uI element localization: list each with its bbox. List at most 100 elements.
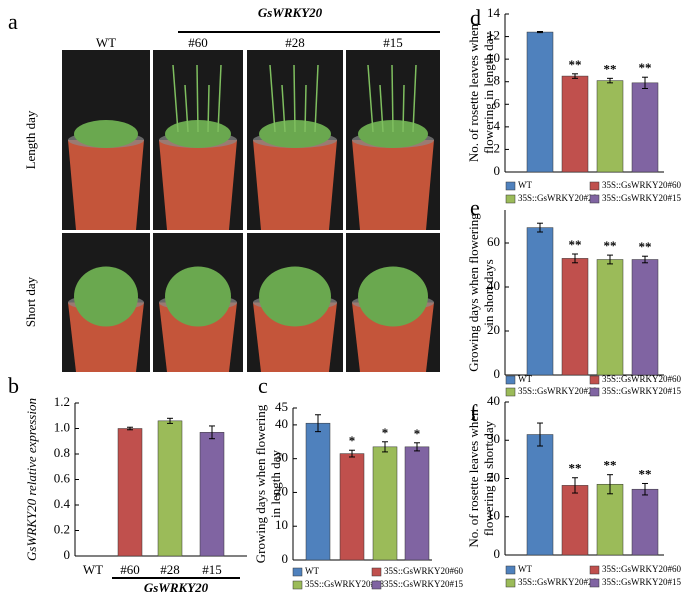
legend-label: 35S::GsWRKY20#28 — [518, 193, 598, 203]
panel-letter: e — [470, 195, 480, 220]
error-bar — [572, 477, 578, 494]
y-axis-label: GsWRKY20 relative expression — [24, 398, 39, 561]
stem — [207, 84, 210, 133]
y-tick-label: 0.6 — [54, 470, 71, 485]
legend-swatch — [589, 578, 600, 588]
x-tick-label: WT — [83, 562, 103, 577]
significance: * — [382, 425, 389, 440]
legend-label: 35S::GsWRKY20#60 — [602, 374, 682, 384]
legend-label: 35S::GsWRKY20#15 — [602, 193, 682, 203]
y-tick-label: 12 — [487, 28, 500, 43]
y-tick-label: 0.2 — [54, 521, 70, 536]
stem — [367, 64, 374, 133]
y-axis-label: No. of rosette leaves when — [466, 409, 481, 548]
y-tick-label: 0.4 — [54, 496, 71, 511]
stem — [269, 64, 276, 133]
y-tick-label: 40 — [487, 278, 500, 293]
legend-label: 35S::GsWRKY20#28 — [305, 579, 385, 589]
x-tick-label: #15 — [202, 562, 222, 577]
legend-swatch — [505, 387, 516, 397]
legend-swatch — [505, 375, 516, 385]
significance: ** — [604, 458, 617, 473]
bar — [157, 420, 183, 557]
error-bar — [315, 414, 321, 433]
y-tick-label: 1.0 — [54, 419, 70, 434]
legend-swatch — [589, 387, 600, 397]
y-tick-label: 0 — [494, 163, 501, 178]
bar — [526, 227, 554, 376]
bar — [117, 428, 143, 557]
legend-swatch — [589, 565, 600, 575]
foliage — [165, 266, 231, 327]
significance: ** — [639, 60, 652, 75]
y-tick-label: 14 — [487, 5, 501, 20]
y-tick-label: 45 — [275, 399, 288, 414]
legend-label: 35S::GsWRKY20#60 — [602, 564, 682, 574]
bar — [596, 483, 624, 556]
y-tick-label: 20 — [487, 469, 500, 484]
stem — [379, 84, 384, 133]
error-bar — [537, 30, 543, 34]
y-axis-label: in short days — [481, 259, 496, 325]
foliage — [259, 266, 331, 327]
foliage — [165, 120, 231, 148]
bar — [526, 31, 554, 173]
error-bar — [414, 442, 420, 452]
legend-swatch — [589, 181, 600, 191]
y-axis-label: Growing days when flowering — [253, 404, 268, 563]
y-tick-label: 0 — [494, 546, 501, 561]
y-tick-label: 0.8 — [54, 445, 70, 460]
legend-swatch — [505, 194, 516, 204]
legend-label: WT — [518, 374, 532, 384]
group-label: GsWRKY20 — [258, 5, 323, 20]
y-tick-label: 0 — [494, 366, 501, 381]
panel-letter: b — [8, 373, 19, 398]
error-bar — [607, 254, 613, 265]
bar — [631, 488, 659, 556]
legend-label: WT — [305, 566, 319, 576]
legend-label: 35S::GsWRKY20#60 — [602, 180, 682, 190]
error-bar — [572, 253, 578, 264]
bar — [404, 446, 430, 561]
significance: ** — [604, 238, 617, 253]
error-bar — [642, 76, 648, 89]
bar — [596, 259, 624, 376]
bar — [596, 80, 624, 173]
column-header: WT — [96, 35, 116, 50]
y-tick-label: 40 — [275, 416, 288, 431]
y-axis-label: Growing days when flowering — [466, 213, 481, 372]
foliage — [259, 120, 331, 148]
y-tick-label: 0 — [282, 551, 289, 566]
y-tick-label: 10 — [487, 508, 500, 523]
y-axis-label: flowering in short day — [481, 420, 496, 536]
y-tick-label: 30 — [487, 431, 500, 446]
legend-label: 35S::GsWRKY20#28 — [518, 386, 598, 396]
column-header: #60 — [188, 35, 208, 50]
legend-swatch — [371, 567, 382, 577]
column-header: #15 — [383, 35, 403, 50]
foliage — [74, 120, 138, 148]
legend-swatch — [371, 580, 382, 590]
pot — [68, 140, 144, 230]
significance: ** — [569, 57, 582, 72]
significance: ** — [639, 466, 652, 481]
significance: ** — [569, 461, 582, 476]
stem — [196, 64, 199, 133]
bar — [561, 258, 589, 376]
error-bar — [537, 422, 543, 447]
row-label: Short day — [23, 276, 38, 327]
panel-letter: f — [470, 400, 478, 425]
error-bar — [167, 417, 173, 424]
legend-label: 35S::GsWRKY20#28 — [518, 577, 598, 587]
y-tick-label: 40 — [487, 393, 500, 408]
bar — [561, 75, 589, 173]
y-tick-label: 8 — [494, 73, 501, 88]
error-bar — [349, 449, 355, 458]
y-tick-label: 4 — [494, 118, 501, 133]
pot — [253, 140, 337, 230]
stem — [172, 64, 179, 133]
error-bar — [607, 474, 613, 495]
panel-letter: d — [470, 5, 481, 30]
